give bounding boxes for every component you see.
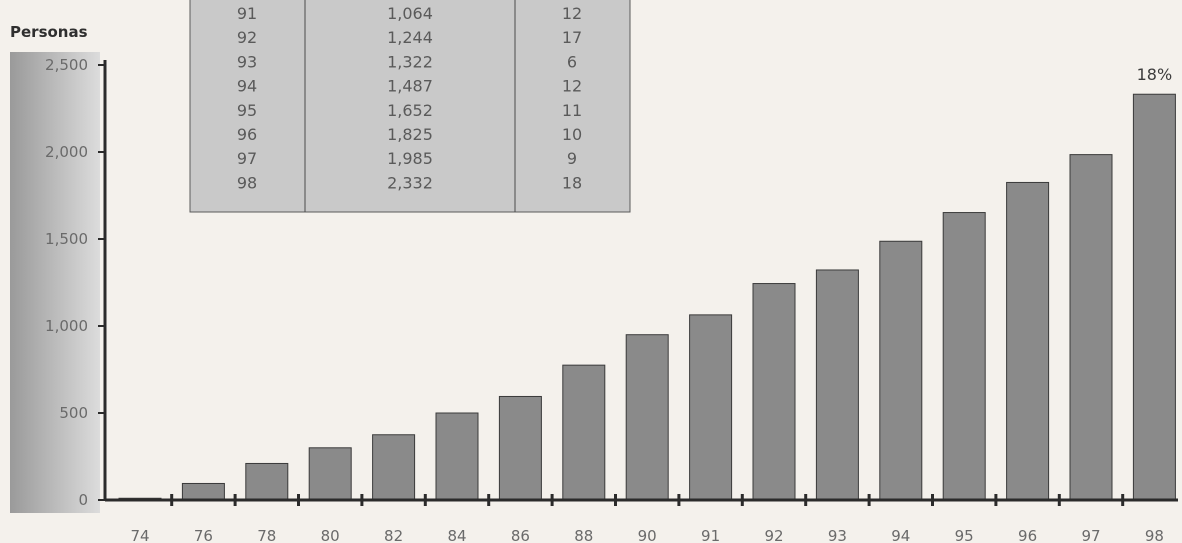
- data-table-cell: 1,985: [387, 149, 433, 168]
- x-tick-label: 98: [1145, 527, 1164, 543]
- data-table-cell: 9: [567, 149, 577, 168]
- x-tick-label: 96: [1018, 527, 1037, 543]
- bar-97: [1069, 154, 1113, 501]
- data-table-cell: 97: [237, 149, 257, 168]
- x-tick-label: 82: [384, 527, 403, 543]
- data-table-cell: 96: [237, 125, 257, 144]
- data-table-cell: 1,825: [387, 125, 433, 144]
- bar-92: [752, 283, 796, 501]
- bar-96: [1006, 181, 1050, 501]
- data-table-cell: 2,332: [387, 173, 433, 192]
- y-tick-label: 2,000: [45, 143, 88, 161]
- bar-88: [562, 364, 606, 501]
- y-tick-label: 0: [78, 491, 88, 509]
- data-table-cell: 1,064: [387, 4, 433, 23]
- data-table-cell: 94: [237, 77, 257, 96]
- data-table-cell: 92: [237, 28, 257, 47]
- data-table-cell: 98: [237, 173, 257, 192]
- x-tick-label: 97: [1081, 527, 1100, 543]
- data-table-cell: 93: [237, 52, 257, 71]
- bar-94: [879, 240, 923, 501]
- data-table-cell: 91: [237, 4, 257, 23]
- bar-82: [372, 434, 416, 501]
- x-tick-label: 76: [194, 527, 213, 543]
- data-table-cell: 1,652: [387, 101, 433, 120]
- y-axis-panel: [10, 52, 100, 513]
- bar-86: [498, 395, 542, 501]
- y-axis-label: Personas: [10, 23, 88, 41]
- bar-93: [815, 269, 859, 501]
- bar-95: [942, 212, 986, 501]
- data-table-cell: 11: [562, 101, 582, 120]
- bar-98: [1132, 93, 1176, 501]
- x-tick-label: 84: [447, 527, 466, 543]
- data-table-cell: 17: [562, 28, 582, 47]
- annotation-label: 18%: [1137, 65, 1173, 84]
- data-table-cell: 1,487: [387, 77, 433, 96]
- data-table-cell: 1,322: [387, 52, 433, 71]
- data-table-cell: 12: [562, 77, 582, 96]
- x-tick-label: 78: [257, 527, 276, 543]
- data-table-cell: 6: [567, 52, 577, 71]
- bar-90: [625, 334, 669, 501]
- x-tick-label: 86: [511, 527, 530, 543]
- x-tick-label: 88: [574, 527, 593, 543]
- data-table-box: [189, 0, 631, 213]
- y-tick-label: 2,500: [45, 56, 88, 74]
- data-table-cell: 18: [562, 173, 582, 192]
- bar-91: [689, 314, 733, 501]
- y-tick-label: 500: [59, 404, 88, 422]
- y-tick-label: 1,000: [45, 317, 88, 335]
- data-table-cell: 12: [562, 4, 582, 23]
- x-tick-label: 80: [321, 527, 340, 543]
- bar-76: [181, 482, 225, 501]
- bar-78: [245, 462, 289, 501]
- bar-84: [435, 412, 479, 501]
- y-tick-label: 1,500: [45, 230, 88, 248]
- data-table-cell: 95: [237, 101, 257, 120]
- x-tick-label: 93: [828, 527, 847, 543]
- x-tick-label: 95: [955, 527, 974, 543]
- data-table-cell: 1,244: [387, 28, 433, 47]
- x-tick-label: 91: [701, 527, 720, 543]
- data-table-cell: 10: [562, 125, 582, 144]
- x-tick-label: 74: [130, 527, 149, 543]
- bar-80: [308, 447, 352, 501]
- x-tick-label: 90: [638, 527, 657, 543]
- x-tick-label: 92: [764, 527, 783, 543]
- x-tick-label: 94: [891, 527, 910, 543]
